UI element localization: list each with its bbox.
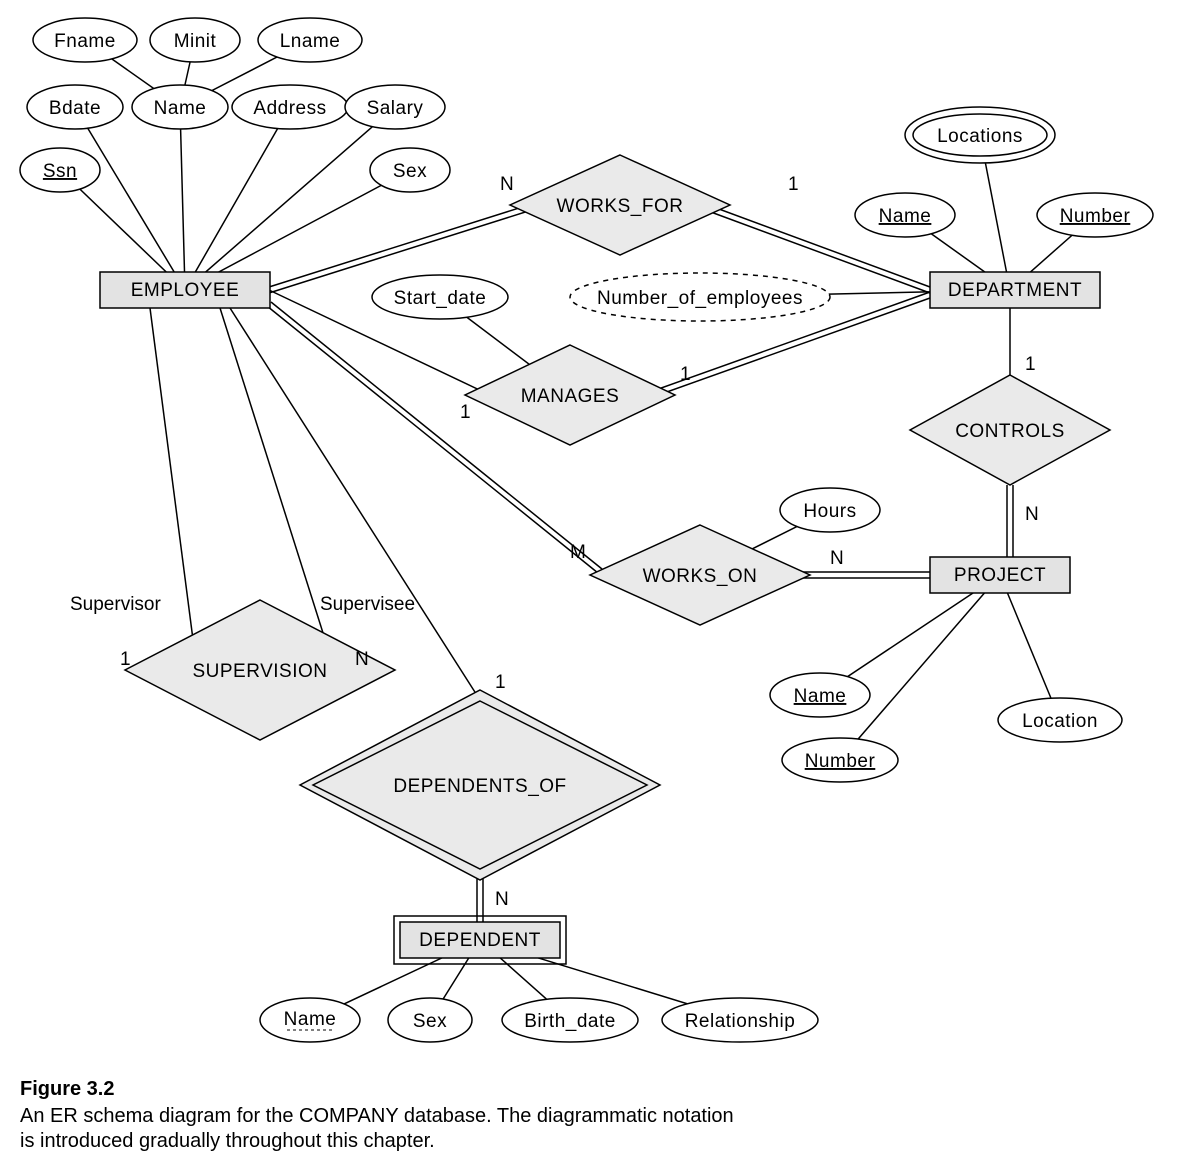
rel-manages-label: MANAGES xyxy=(521,386,620,407)
attr-emp-salary: Salary xyxy=(345,85,445,129)
rel-works-for: WORKS_FOR xyxy=(510,155,730,255)
entity-department-label: DEPARTMENT xyxy=(948,280,1082,301)
attr-proj-number: Number xyxy=(782,738,898,782)
figure-caption-line1: An ER schema diagram for the COMPANY dat… xyxy=(20,1105,734,1127)
attr-proj-name: Name xyxy=(770,673,870,717)
rel-supervision-label: SUPERVISION xyxy=(192,661,327,682)
attr-dep-name: Name xyxy=(260,998,360,1042)
attr-dept-num-employees: Number_of_employees xyxy=(570,273,830,321)
svg-text:Salary: Salary xyxy=(367,98,424,119)
figure-caption-line2: is introduced gradually throughout this … xyxy=(20,1130,435,1152)
entity-project: PROJECT xyxy=(930,557,1070,593)
svg-text:Ssn: Ssn xyxy=(43,161,77,182)
card-manages-right: 1 xyxy=(680,364,691,385)
attr-emp-sex: Sex xyxy=(370,148,450,192)
attr-emp-minit: Minit xyxy=(150,18,240,62)
card-controls-bottom: N xyxy=(1025,504,1039,525)
entity-department: DEPARTMENT xyxy=(930,272,1100,308)
card-supervision-left: 1 xyxy=(120,649,131,670)
rel-works-for-label: WORKS_FOR xyxy=(557,196,684,217)
svg-text:Hours: Hours xyxy=(803,501,856,522)
svg-text:Sex: Sex xyxy=(413,1011,447,1032)
card-dependents-of-bottom: N xyxy=(495,889,509,910)
attr-emp-lname: Lname xyxy=(258,18,362,62)
svg-text:Sex: Sex xyxy=(393,161,427,182)
svg-text:Start_date: Start_date xyxy=(394,288,487,309)
svg-text:Location: Location xyxy=(1022,711,1098,732)
role-supervisor: Supervisor xyxy=(70,594,161,615)
svg-text:Address: Address xyxy=(253,98,326,119)
figure-caption-title: Figure 3.2 xyxy=(20,1078,114,1100)
entity-employee: EMPLOYEE xyxy=(100,272,270,308)
svg-text:Lname: Lname xyxy=(280,31,341,52)
svg-text:Relationship: Relationship xyxy=(685,1011,796,1032)
entity-employee-label: EMPLOYEE xyxy=(131,280,240,301)
card-manages-left: 1 xyxy=(460,402,471,423)
svg-text:Number: Number xyxy=(1060,206,1131,227)
svg-text:Name: Name xyxy=(284,1009,337,1030)
attr-dept-name: Name xyxy=(855,193,955,237)
attr-emp-bdate: Bdate xyxy=(27,85,123,129)
card-works-for-right: 1 xyxy=(788,174,799,195)
attr-dep-relationship: Relationship xyxy=(662,998,818,1042)
er-diagram: EMPLOYEE DEPARTMENT PROJECT DEPENDENT WO… xyxy=(0,0,1201,1158)
attr-emp-ssn: Ssn xyxy=(20,148,100,192)
entity-dependent-label: DEPENDENT xyxy=(419,930,541,951)
card-controls-top: 1 xyxy=(1025,354,1036,375)
card-works-for-left: N xyxy=(500,174,514,195)
svg-text:Name: Name xyxy=(879,206,932,227)
attr-manages-start-date: Start_date xyxy=(372,275,508,319)
rel-works-on: WORKS_ON xyxy=(590,525,810,625)
svg-text:Name: Name xyxy=(154,98,207,119)
svg-text:Birth_date: Birth_date xyxy=(524,1011,616,1032)
entity-project-label: PROJECT xyxy=(954,565,1046,586)
svg-text:Bdate: Bdate xyxy=(49,98,101,119)
svg-text:Minit: Minit xyxy=(174,31,217,52)
svg-text:Fname: Fname xyxy=(54,31,116,52)
entity-dependent: DEPENDENT xyxy=(394,916,566,964)
role-supervisee: Supervisee xyxy=(320,594,415,615)
card-works-on-right: N xyxy=(830,548,844,569)
rel-controls: CONTROLS xyxy=(910,375,1110,485)
svg-text:Locations: Locations xyxy=(937,126,1023,147)
svg-text:Number_of_employees: Number_of_employees xyxy=(597,288,803,309)
rel-dependents-of-label: DEPENDENTS_OF xyxy=(393,776,566,797)
attr-emp-address: Address xyxy=(232,85,348,129)
rel-supervision: SUPERVISION xyxy=(125,600,395,740)
attr-emp-name: Name xyxy=(132,85,228,129)
attr-proj-location: Location xyxy=(998,698,1122,742)
attr-dept-locations: Locations xyxy=(905,107,1055,163)
card-supervision-right: N xyxy=(355,649,369,670)
svg-text:Name: Name xyxy=(794,686,847,707)
rel-dependents-of: DEPENDENTS_OF xyxy=(300,690,660,880)
attr-dep-sex: Sex xyxy=(388,998,472,1042)
attr-works-on-hours: Hours xyxy=(780,488,880,532)
attr-dep-birth-date: Birth_date xyxy=(502,998,638,1042)
svg-text:Number: Number xyxy=(805,751,876,772)
rel-controls-label: CONTROLS xyxy=(955,421,1065,442)
attr-emp-fname: Fname xyxy=(33,18,137,62)
rel-works-on-label: WORKS_ON xyxy=(643,566,758,587)
attr-dept-number: Number xyxy=(1037,193,1153,237)
rel-manages: MANAGES xyxy=(465,345,675,445)
card-dependents-of-top: 1 xyxy=(495,672,506,693)
card-works-on-left: M xyxy=(570,542,586,563)
